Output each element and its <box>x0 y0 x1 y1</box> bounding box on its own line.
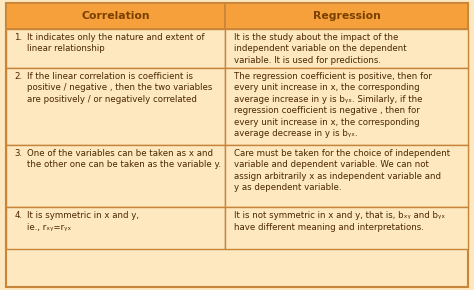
Bar <box>6 29 226 68</box>
Text: One of the variables can be taken as x and
the other one can be taken as the var: One of the variables can be taken as x a… <box>27 149 221 169</box>
Bar <box>6 145 226 207</box>
Text: It is the study about the impact of the
independent variable on the dependent
va: It is the study about the impact of the … <box>234 33 407 65</box>
Text: The regression coefficient is positive, then for
every unit increase in x, the c: The regression coefficient is positive, … <box>234 72 432 138</box>
Text: If the linear correlation is coefficient is
positive / negative , then the two v: If the linear correlation is coefficient… <box>27 72 213 104</box>
Bar <box>6 3 226 29</box>
Text: Correlation: Correlation <box>81 11 150 21</box>
Text: It indicates only the nature and extent of
linear relationship: It indicates only the nature and extent … <box>27 33 205 53</box>
Bar <box>226 3 468 29</box>
Text: 1.: 1. <box>14 33 22 42</box>
Text: Care must be taken for the choice of independent
variable and dependent variable: Care must be taken for the choice of ind… <box>234 149 450 192</box>
Bar <box>6 207 226 249</box>
Text: 4.: 4. <box>14 211 22 220</box>
Text: 2.: 2. <box>14 72 22 81</box>
Bar <box>226 207 468 249</box>
Bar <box>226 29 468 68</box>
Bar <box>6 68 226 145</box>
Text: Regression: Regression <box>313 11 381 21</box>
Text: It is not symmetric in x and y, that is, bₓᵧ and bᵧₓ
have different meaning and : It is not symmetric in x and y, that is,… <box>234 211 445 232</box>
Text: 3.: 3. <box>14 149 22 158</box>
Bar <box>226 145 468 207</box>
Text: It is symmetric in x and y,
ie., rₓᵧ=rᵧₓ: It is symmetric in x and y, ie., rₓᵧ=rᵧₓ <box>27 211 139 232</box>
Bar <box>226 68 468 145</box>
